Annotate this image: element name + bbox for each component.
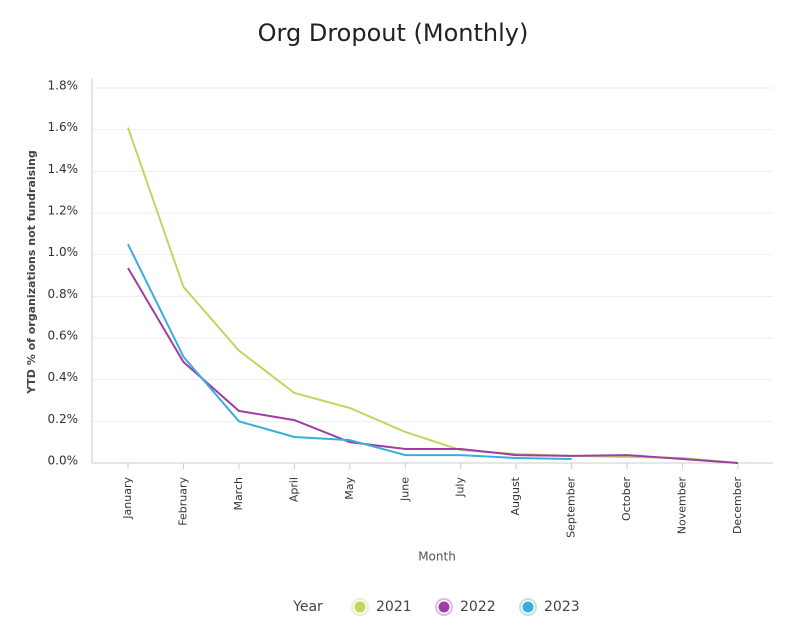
legend-label: 2022 — [460, 599, 496, 615]
y-tick-label: 0.0% — [48, 454, 79, 468]
y-tick-label: 1.4% — [48, 162, 79, 176]
y-tick-label: 0.2% — [48, 412, 79, 426]
x-tick-label: August — [509, 476, 522, 515]
y-tick-label: 1.6% — [48, 120, 79, 134]
chart-title: Org Dropout (Monthly) — [258, 19, 529, 47]
legend-swatch-ring — [351, 598, 369, 616]
x-tick-label: October — [620, 477, 633, 521]
series-line — [127, 267, 739, 464]
y-tick-label: 1.0% — [48, 245, 79, 259]
legend-label: 2023 — [544, 599, 580, 615]
legend-swatch-ring — [435, 598, 453, 616]
y-tick-label: 1.2% — [48, 204, 79, 218]
x-axis-label: Month — [418, 550, 456, 564]
x-tick-label: February — [176, 477, 189, 526]
y-tick-label: 0.6% — [48, 329, 79, 343]
legend-swatch — [521, 600, 535, 614]
x-tick-label: March — [232, 477, 245, 511]
y-tick-label: 0.4% — [48, 370, 79, 384]
x-tick-label: July — [454, 477, 467, 498]
legend-label: 2021 — [376, 599, 412, 615]
x-tick-label: November — [676, 477, 689, 535]
x-tick-label: April — [287, 477, 300, 502]
x-tick-label: January — [121, 477, 134, 520]
y-tick-label: 0.8% — [48, 287, 79, 301]
legend-swatch-ring — [519, 598, 537, 616]
legend-swatch — [437, 600, 451, 614]
legend-title: Year — [292, 599, 323, 615]
x-tick-label: June — [398, 477, 411, 502]
x-tick-label: September — [565, 477, 578, 538]
legend-swatch — [353, 600, 367, 614]
x-tick-label: May — [343, 477, 356, 500]
y-tick-label: 1.8% — [48, 79, 79, 93]
x-tick-label: December — [731, 477, 744, 535]
series-line — [127, 127, 739, 464]
y-axis-label: YTD % of organizations not fundraising — [25, 150, 38, 394]
series-line — [127, 243, 572, 461]
